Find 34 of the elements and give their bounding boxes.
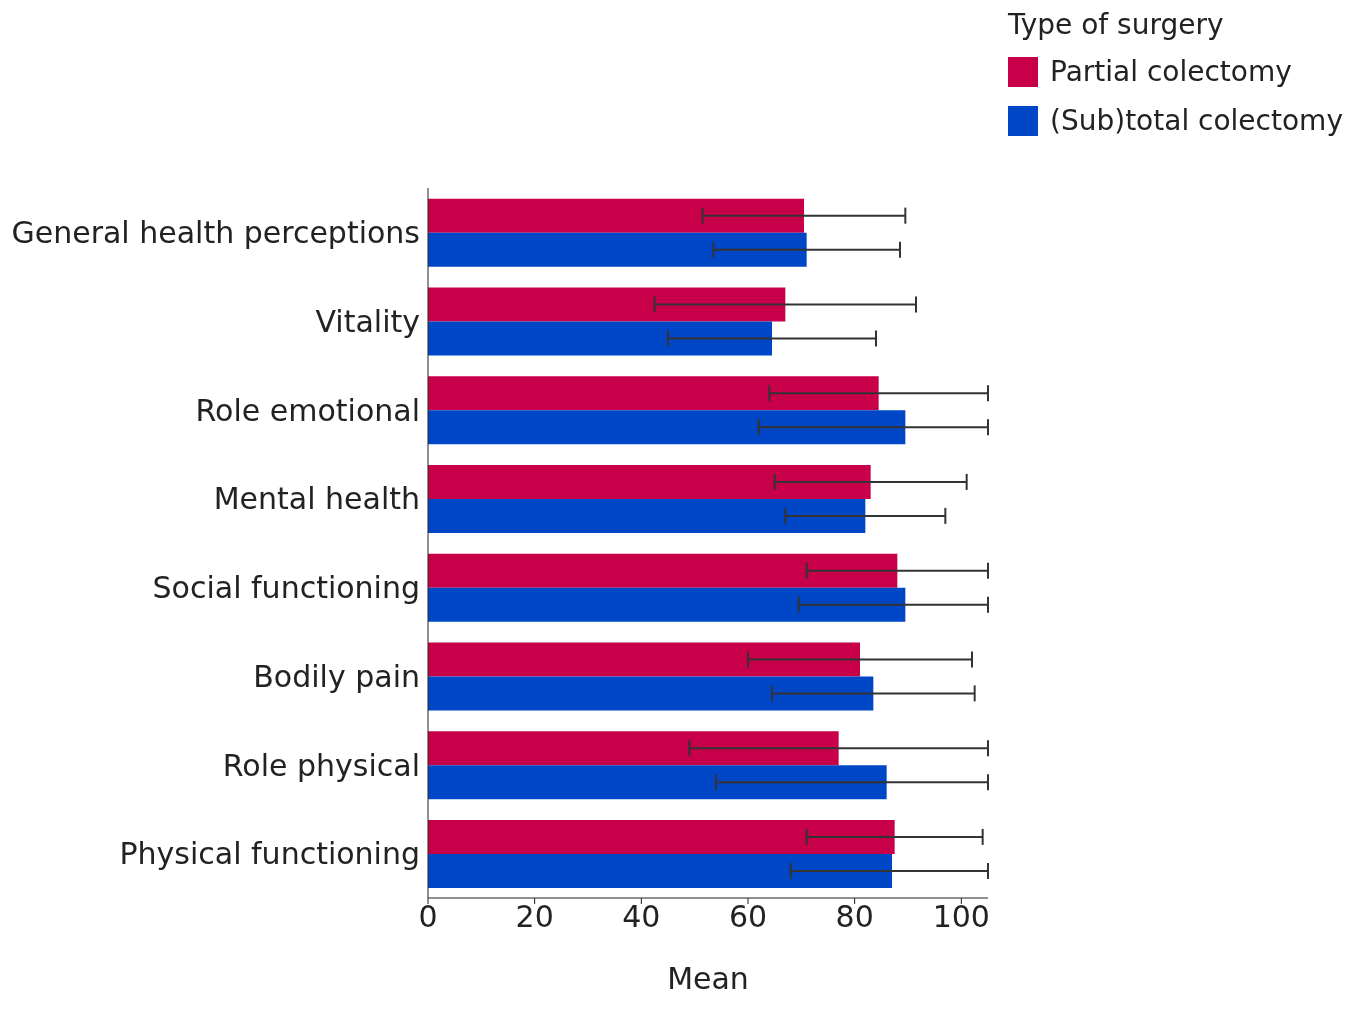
x-tick-label: 0: [418, 899, 438, 935]
bar: [428, 731, 839, 766]
legend-label: Partial colectomy: [1050, 55, 1292, 88]
bar: [428, 587, 906, 622]
bar: [428, 198, 804, 233]
bar: [428, 819, 895, 854]
legend-label: (Sub)total colectomy: [1050, 104, 1343, 137]
x-axis-title: Mean: [667, 961, 749, 997]
bar: [428, 498, 866, 533]
bar: [428, 676, 874, 711]
y-tick-label: Role emotional: [195, 392, 420, 428]
x-tick-label: 40: [622, 899, 661, 935]
bar: [428, 642, 860, 677]
y-tick-label: Bodily pain: [253, 658, 420, 694]
x-tick-label: 80: [835, 899, 874, 935]
x-tick-label: 20: [515, 899, 554, 935]
bar: [428, 376, 879, 411]
x-tick-label: 100: [932, 899, 990, 935]
y-tick-label: Vitality: [315, 303, 420, 339]
legend-title: Type of surgery: [1008, 8, 1225, 41]
bar: [428, 321, 772, 356]
y-tick-label: Social functioning: [152, 570, 420, 606]
bar: [428, 410, 906, 445]
y-tick-label: Physical functioning: [119, 836, 420, 872]
x-tick-label: 60: [728, 899, 768, 935]
bar: [428, 853, 892, 888]
bar: [428, 232, 807, 267]
bar: [428, 287, 786, 322]
bar: [428, 553, 898, 588]
y-tick-label: General health perceptions: [11, 215, 420, 251]
y-tick-label: Role physical: [222, 747, 420, 783]
bar: [428, 765, 887, 800]
y-tick-label: Mental health: [213, 481, 420, 517]
bar: [428, 464, 871, 499]
